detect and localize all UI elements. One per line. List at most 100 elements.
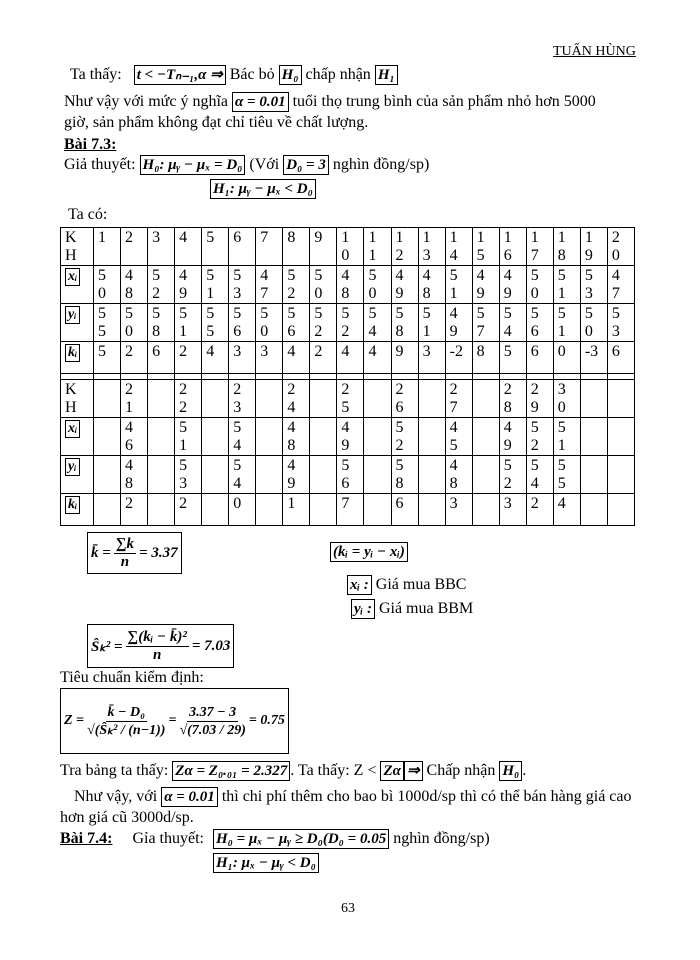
table-cell: 5 1 xyxy=(552,303,581,342)
table-cell: 5 1 xyxy=(201,265,230,304)
legend-text: Giá mua BBC xyxy=(375,576,467,593)
table-cell: 6 xyxy=(606,341,636,374)
formula-alpha: α = 0.01 xyxy=(161,787,218,807)
table-cell: 8 xyxy=(282,227,311,266)
text: Như vậy, với xyxy=(74,788,158,805)
label-y: yᵢ xyxy=(65,306,80,324)
text: chấp nhận xyxy=(305,66,371,83)
formula-alpha: α = 0.01 xyxy=(232,92,289,112)
table-cell: 4 5 xyxy=(444,417,473,456)
table-cell xyxy=(606,455,636,494)
table-cell: 5 6 xyxy=(282,303,311,342)
table-cell: 5 1 xyxy=(174,303,203,342)
formula-h0: H₀ xyxy=(278,65,302,85)
table-cell xyxy=(363,455,392,494)
table-row-k: kᵢ 5 2 6 2 4 3 3 4 2 4 4 9 3 -2 8 5 6 0 -3 6 xyxy=(60,341,636,374)
table-cell xyxy=(309,455,338,494)
table-cell: 5 2 xyxy=(525,417,554,456)
table-cell: 4 9 xyxy=(282,455,311,494)
table-cell: 5 1 xyxy=(552,265,581,304)
table-cell: 4 xyxy=(282,341,311,374)
table-cell: 4 8 xyxy=(417,265,446,304)
row-label: kᵢ xyxy=(60,493,94,526)
table-cell xyxy=(471,379,500,418)
table-cell: 2 4 xyxy=(282,379,311,418)
table-cell: 1 4 xyxy=(444,227,473,266)
formula-h0: H₀: μᵧ − μₓ = D₀ xyxy=(139,155,246,175)
table-cell: 4 9 xyxy=(498,265,527,304)
text: nghìn đồng/sp) xyxy=(332,156,430,173)
table-cell: 4 8 xyxy=(120,265,149,304)
table-cell: -2 xyxy=(444,341,473,374)
fraction: ∑k n xyxy=(113,536,137,571)
text: Ta có: xyxy=(68,206,108,223)
table-cell: 4 xyxy=(174,227,203,266)
table-cell: 5 4 xyxy=(228,455,257,494)
table-cell: 1 xyxy=(92,227,122,266)
table-cell xyxy=(417,493,446,526)
table-cell: 4 8 xyxy=(282,417,311,456)
table-cell: 5 5 xyxy=(92,303,122,342)
table-cell xyxy=(579,455,608,494)
table-cell: 4 9 xyxy=(174,265,203,304)
table-cell xyxy=(309,379,338,418)
denominator: n xyxy=(153,646,162,663)
table-cell xyxy=(147,493,176,526)
table-cell xyxy=(363,493,392,526)
table-cell xyxy=(201,455,230,494)
formula-h0: H₀ = μₓ − μᵧ ≥ D₀(D₀ = 0.05 xyxy=(213,829,390,849)
table-cell: 2 xyxy=(525,493,554,526)
text: nghìn đồng/sp) xyxy=(393,830,490,847)
fraction: 3.37 − 3 √(7.03 / 29) xyxy=(179,704,245,739)
table-cell: 2 xyxy=(174,341,203,374)
table-cell: 5 3 xyxy=(174,455,203,494)
table-cell: 2 5 xyxy=(336,379,365,418)
hypothesis-line: Giả thuyết: H₀: μᵧ − μₓ = D₀ (Với D₀ = 3… xyxy=(64,155,429,175)
table-cell: 4 xyxy=(363,341,392,374)
table-cell: 4 xyxy=(336,341,365,374)
table-cell xyxy=(471,455,500,494)
table-cell: 5 5 xyxy=(201,303,230,342)
denominator: √(7.03 / 29) xyxy=(179,722,246,738)
table-cell: 2 7 xyxy=(444,379,473,418)
paragraph: Như vậy với mức ý nghĩa α = 0.01 tuổi th… xyxy=(64,92,596,112)
table-cell: 3 xyxy=(444,493,473,526)
label-x: xᵢ xyxy=(65,420,81,438)
table-cell: 1 1 xyxy=(363,227,392,266)
table-cell: -3 xyxy=(579,341,608,374)
table-cell: 1 8 xyxy=(552,227,581,266)
table-cell: 7 xyxy=(255,227,284,266)
label-h: H xyxy=(65,247,77,264)
table-cell: 4 9 xyxy=(390,265,419,304)
table-cell: 5 3 xyxy=(606,303,636,342)
table-cell xyxy=(471,417,500,456)
table-cell: 5 1 xyxy=(552,417,581,456)
table-cell: 5 8 xyxy=(390,455,419,494)
paragraph: Như vậy, với α = 0.01 thì chi phí thêm c… xyxy=(74,787,632,807)
row-label: K H xyxy=(60,379,94,418)
table-cell: 3 0 xyxy=(552,379,581,418)
table-cell: 2 xyxy=(120,341,149,374)
fraction: k̄ − D₀ √(Ŝₖ² / (n−1)) xyxy=(87,704,165,739)
table-cell xyxy=(606,417,636,456)
table-cell: 5 4 xyxy=(498,303,527,342)
row-label: K H xyxy=(60,227,94,266)
formula-part: k̄ = xyxy=(91,544,111,561)
table-cell: 6 xyxy=(147,341,176,374)
text: tuổi thọ trung bình của sản phẩm nhỏ hơn… xyxy=(292,93,596,110)
table-cell: 2 8 xyxy=(498,379,527,418)
table-cell: 4 8 xyxy=(444,455,473,494)
label: Ta thấy: xyxy=(70,66,122,83)
table-cell: 5 4 xyxy=(363,303,392,342)
table-cell: 4 7 xyxy=(255,265,284,304)
text: Như vậy với mức ý nghĩa xyxy=(64,93,228,110)
table-cell xyxy=(309,493,338,526)
formula-h1: H₁: μₓ − μᵧ < D₀ xyxy=(213,853,319,873)
formula-h0: H₀ xyxy=(499,761,523,781)
formula-h1: H₁: μᵧ − μₓ < D₀ xyxy=(210,179,316,199)
table-cell xyxy=(579,493,608,526)
table-cell: 8 xyxy=(471,341,500,374)
formula-condition: t < −Tₙ₋₁,α ⇒ xyxy=(133,65,226,85)
